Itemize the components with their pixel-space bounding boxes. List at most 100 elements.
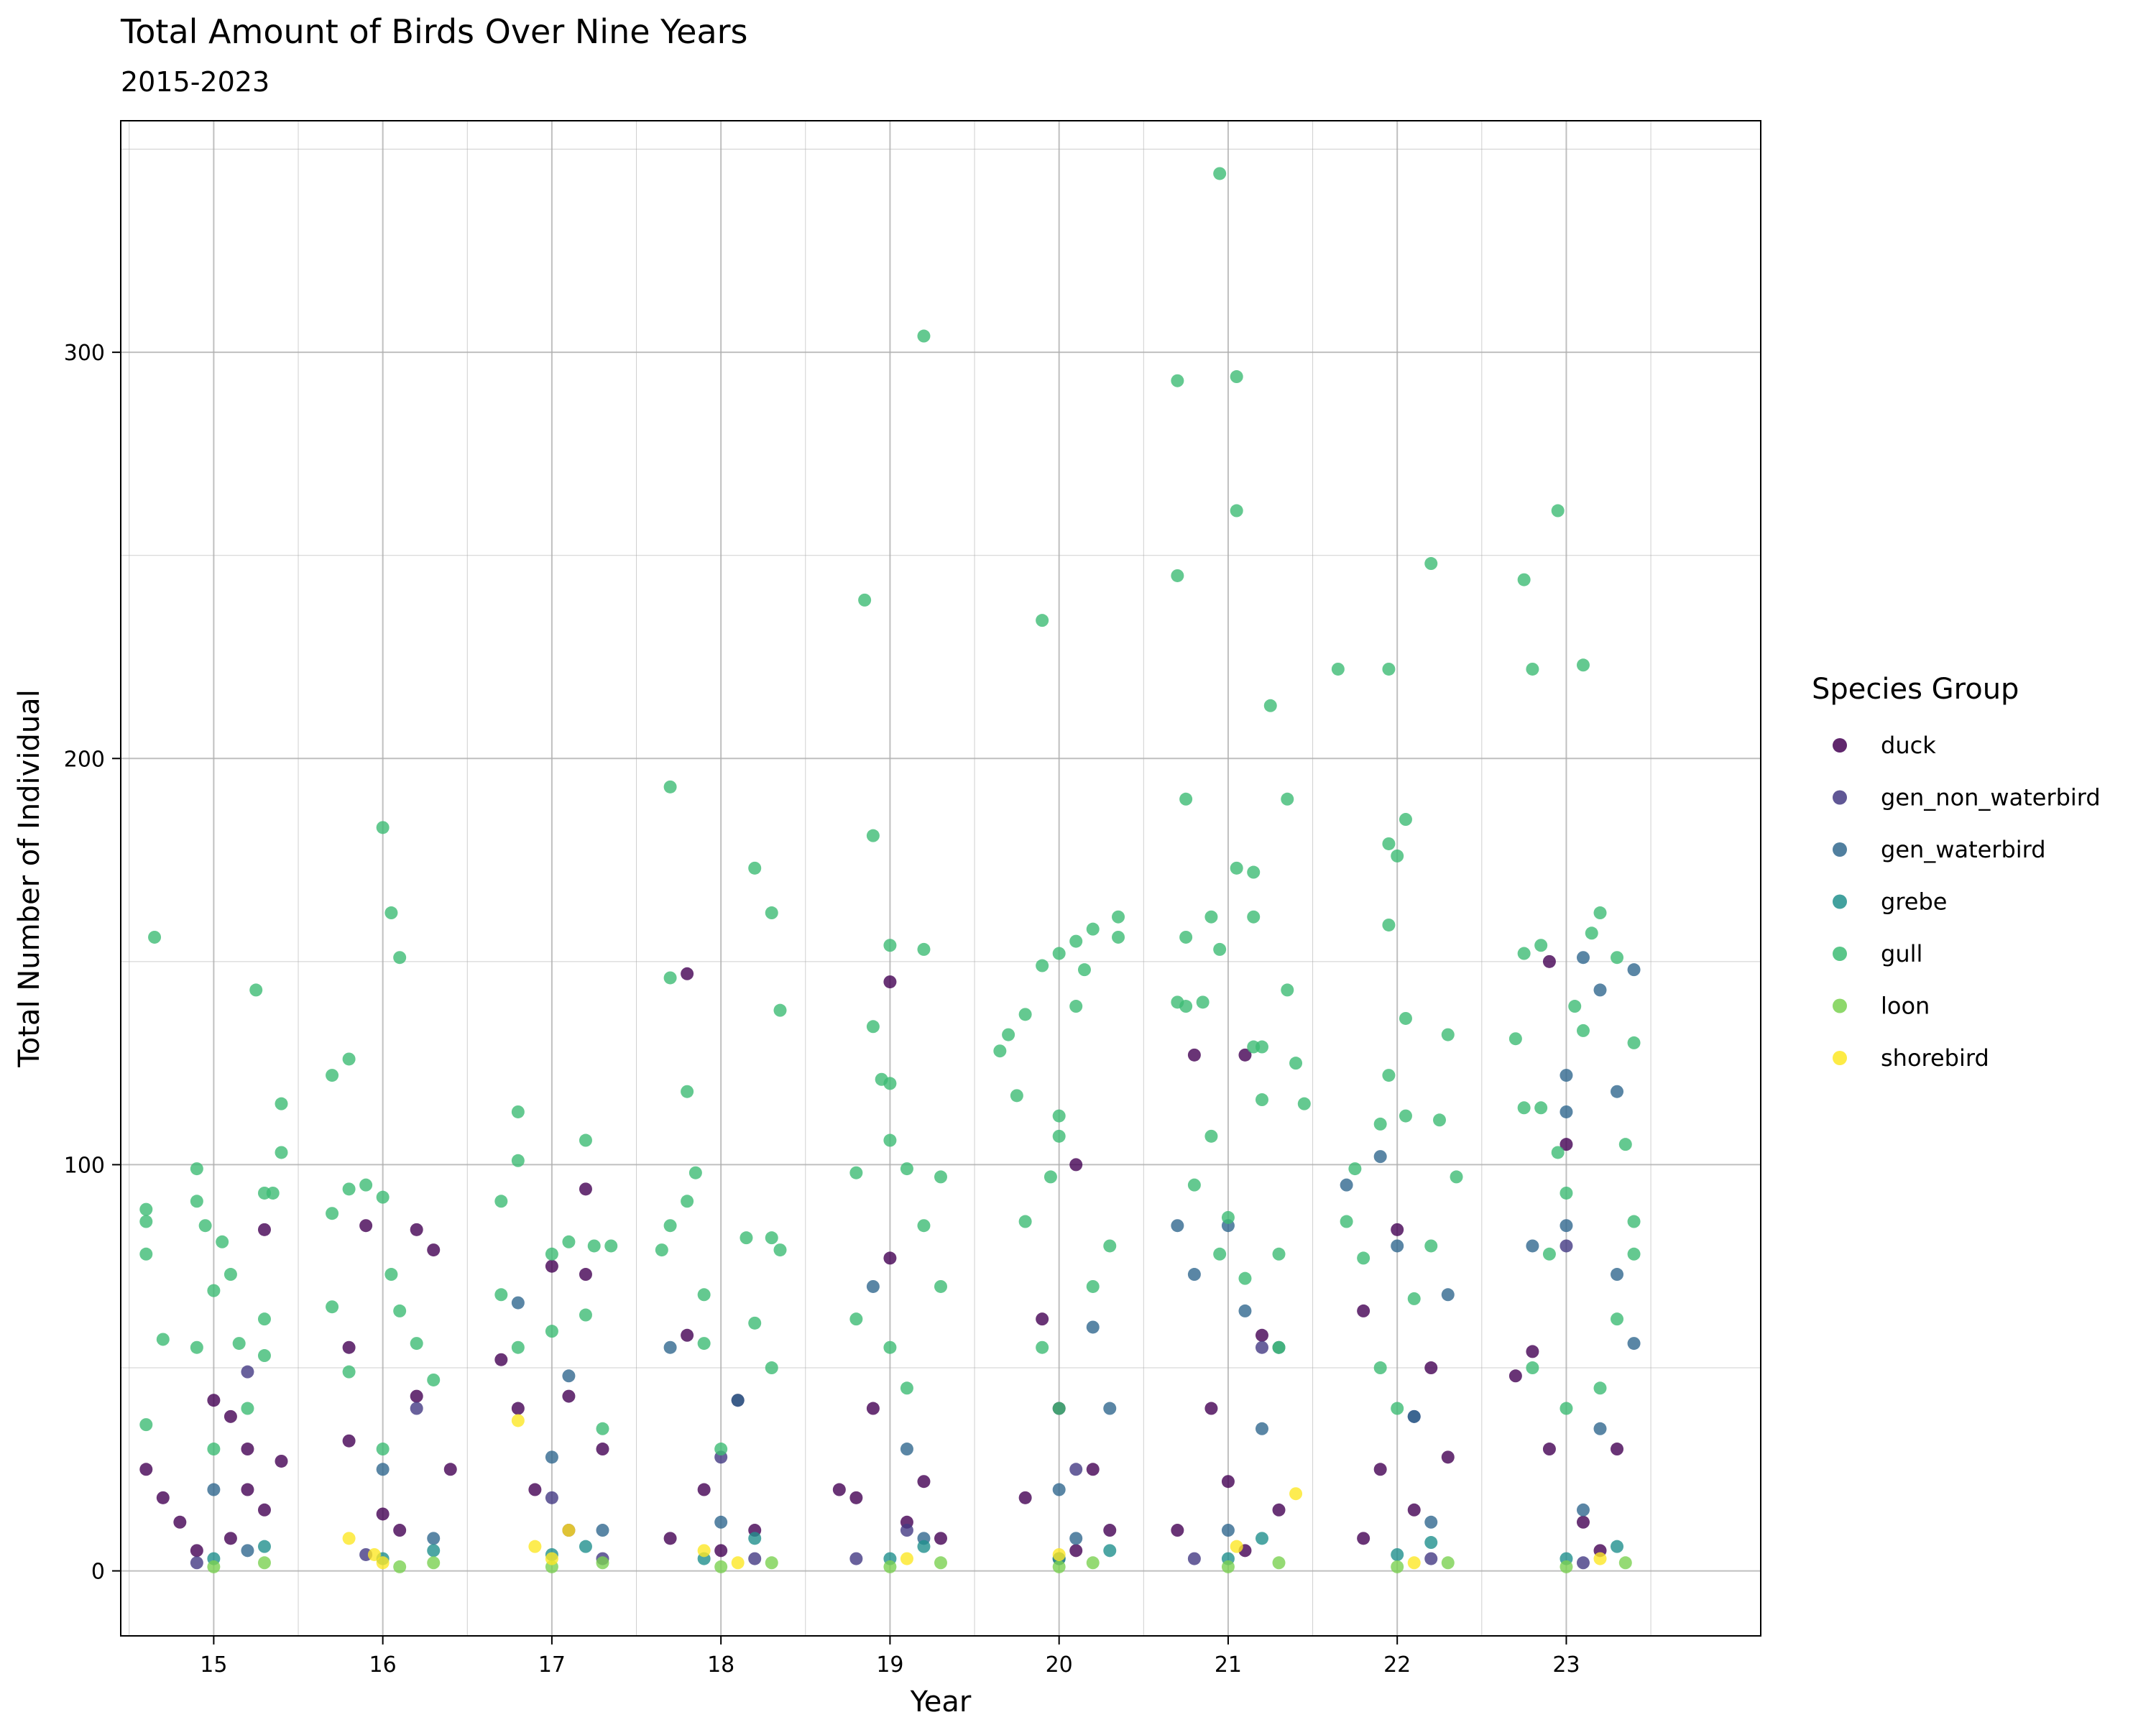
- data-point-gull: [139, 1202, 153, 1216]
- x-tick-label: 15: [200, 1652, 227, 1678]
- data-point-duck: [1441, 1450, 1455, 1464]
- data-point-duck: [1272, 1503, 1286, 1517]
- data-point-gen_waterbird: [1052, 1483, 1066, 1496]
- data-point-duck: [410, 1389, 423, 1403]
- series-loon: [207, 1556, 1632, 1573]
- data-point-gull: [1112, 910, 1125, 924]
- data-point-gull: [427, 1373, 441, 1386]
- data-point-gull: [866, 1020, 880, 1034]
- data-point-gull: [596, 1422, 609, 1435]
- legend-label-gen_non_waterbird: gen_non_waterbird: [1881, 784, 2101, 811]
- y-axis: 0 100 200 300: [64, 341, 121, 1585]
- data-point-gen_waterbird: [1576, 951, 1590, 965]
- data-point-shorebird: [1593, 1552, 1607, 1565]
- data-point-duck: [342, 1340, 356, 1354]
- data-point-gen_waterbird: [1593, 1422, 1607, 1435]
- data-point-duck: [427, 1243, 441, 1257]
- data-point-gull: [1627, 1247, 1641, 1261]
- data-point-gull: [1627, 1036, 1641, 1049]
- data-point-gen_non_waterbird: [1255, 1340, 1268, 1354]
- data-point-gull: [1196, 995, 1210, 1009]
- data-point-duck: [596, 1443, 609, 1456]
- data-point-gen_waterbird: [731, 1394, 745, 1407]
- data-point-gull: [1433, 1113, 1447, 1127]
- data-point-gen_waterbird: [1576, 1503, 1590, 1517]
- data-point-loon: [883, 1560, 897, 1573]
- data-point-gull: [1238, 1271, 1252, 1285]
- data-point-gull: [1576, 658, 1590, 672]
- data-point-shorebird: [731, 1556, 745, 1570]
- data-point-duck: [579, 1268, 592, 1282]
- data-point-gull: [1593, 906, 1607, 920]
- data-point-gull: [1611, 1312, 1624, 1326]
- data-point-gull: [917, 942, 931, 956]
- data-point-gull: [1526, 662, 1539, 676]
- data-point-gull: [1382, 837, 1396, 850]
- legend-label-gull: gull: [1881, 940, 1922, 967]
- data-point-gen_waterbird: [1611, 1085, 1624, 1098]
- data-point-duck: [393, 1524, 407, 1537]
- data-point-gull: [1517, 947, 1531, 960]
- data-point-duck: [545, 1259, 558, 1273]
- x-tick-label: 20: [1046, 1652, 1073, 1678]
- x-axis: 15 16 17 18 19 20 21 22 23: [200, 1636, 1580, 1678]
- data-point-gull: [1289, 1057, 1303, 1070]
- data-point-gen_non_waterbird: [190, 1556, 203, 1570]
- data-point-duck: [224, 1409, 237, 1423]
- data-point-shorebird: [1052, 1547, 1066, 1561]
- plot-frame: [120, 120, 1761, 1637]
- data-point-shorebird: [528, 1540, 542, 1553]
- data-point-duck: [443, 1463, 457, 1476]
- data-point-gull: [1568, 1000, 1582, 1013]
- data-point-gull: [511, 1340, 525, 1354]
- data-point-gen_waterbird: [1560, 1105, 1573, 1118]
- data-point-gen_non_waterbird: [241, 1365, 254, 1379]
- data-point-gull: [232, 1337, 246, 1351]
- data-point-gen_waterbird: [1340, 1178, 1353, 1192]
- data-point-gull: [765, 1361, 778, 1375]
- data-point-gen_waterbird: [1627, 1337, 1641, 1351]
- data-point-gull: [1297, 1097, 1311, 1110]
- data-point-gull: [1052, 947, 1066, 960]
- data-point-gull: [545, 1247, 558, 1261]
- data-point-gen_non_waterbird: [1424, 1552, 1438, 1565]
- data-point-gull: [139, 1215, 153, 1228]
- data-point-grebe: [917, 1540, 931, 1553]
- data-point-gen_waterbird: [1560, 1069, 1573, 1082]
- data-point-gull: [139, 1247, 153, 1261]
- y-tick-label: 200: [64, 747, 105, 772]
- data-point-duck: [410, 1223, 423, 1236]
- data-point-duck: [1204, 1402, 1218, 1415]
- data-point-gull: [1542, 1247, 1556, 1261]
- data-point-duck: [1576, 1515, 1590, 1529]
- data-point-duck: [1611, 1443, 1624, 1456]
- data-point-gull: [1204, 1129, 1218, 1143]
- data-point-gull: [900, 1381, 913, 1395]
- data-point-gull: [1171, 374, 1184, 387]
- y-tick-label: 100: [64, 1153, 105, 1178]
- data-point-gull: [376, 1190, 390, 1204]
- data-point-gull: [1179, 930, 1193, 944]
- data-point-loon: [934, 1556, 947, 1570]
- data-point-duck: [1407, 1503, 1421, 1517]
- data-point-gull: [604, 1239, 618, 1253]
- data-point-gull: [773, 1003, 787, 1017]
- data-point-gull: [1052, 1129, 1066, 1143]
- data-point-gull: [1069, 934, 1083, 948]
- data-point-gull: [1112, 930, 1125, 944]
- data-point-gen_waterbird: [1255, 1422, 1268, 1435]
- data-point-duck: [681, 1328, 694, 1342]
- data-point-gull: [1272, 1340, 1286, 1354]
- data-point-gull: [384, 906, 398, 920]
- data-point-gull: [1179, 792, 1193, 806]
- data-point-gull: [655, 1243, 668, 1257]
- data-point-duck: [275, 1454, 288, 1468]
- data-point-loon: [1052, 1560, 1066, 1573]
- data-point-gull: [697, 1337, 711, 1351]
- data-point-shorebird: [697, 1544, 711, 1558]
- data-point-duck: [832, 1483, 846, 1496]
- data-point-loon: [1441, 1556, 1455, 1570]
- data-point-gen_non_waterbird: [410, 1402, 423, 1415]
- data-point-duck: [1069, 1158, 1083, 1172]
